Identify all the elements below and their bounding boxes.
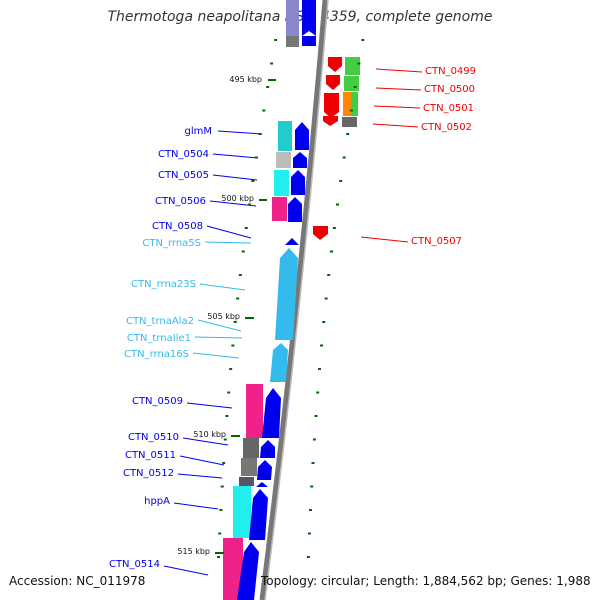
- map-title: Thermotoga neapolitana DSM 4359, complet…: [107, 9, 493, 25]
- gene-label-glmm: glmM: [185, 126, 213, 137]
- gene-label-ctn-0511: CTN_0511: [125, 450, 176, 461]
- gene-label-ctn-0508: CTN_0508: [152, 221, 203, 232]
- gene-label-ctn-trnaala2: CTN_trnaAla2: [126, 316, 194, 327]
- label-leader-ctn-trnaile1: [194, 336, 243, 339]
- kbp-label-505-kbp: 505 kbp: [207, 312, 240, 321]
- gene-label-ctn-0509: CTN_0509: [132, 396, 183, 407]
- gene-label-ctn-0502: CTN_0502: [421, 122, 472, 133]
- cog-gray-0504: [276, 152, 291, 168]
- kbp-ticks: 495 kbp 500 kbp 505 kbp 510 kbp 515 kbp: [177, 75, 276, 556]
- cog-green-0500: [344, 76, 359, 91]
- label-leader-glmm: [217, 130, 263, 135]
- tick-dots: [217, 39, 365, 558]
- label-leader-ctn-0502: [372, 123, 419, 128]
- label-leader-ctn-0514: [163, 565, 209, 576]
- reverse-gene-0502: [323, 116, 338, 126]
- gene-label-ctn-rrna5s: CTN_rrna5S: [142, 238, 201, 249]
- gene-label-ctn-0504: CTN_0504: [158, 149, 209, 160]
- forward-gene-top: [302, 0, 316, 46]
- gene-label-ctn-0506: CTN_0506: [155, 196, 206, 207]
- forward-gene-0509: [262, 388, 281, 438]
- label-leader-ctn-rrna16s: [192, 352, 240, 359]
- label-leader-ctn-0509: [186, 402, 233, 409]
- label-leader-ctn-0499: [375, 68, 423, 73]
- reverse-gene-0500: [326, 75, 340, 90]
- label-leader-ctn-rrna5s: [204, 241, 252, 244]
- label-leader-ctn-0511: [179, 455, 225, 466]
- label-leader-ctn-0501: [373, 105, 421, 109]
- forward-gene-glmM: [295, 122, 309, 150]
- genome-backbone: [259, 0, 328, 600]
- label-leader-ctn-0508: [206, 225, 252, 239]
- gene-label-ctn-0500: CTN_0500: [424, 84, 475, 95]
- label-leader-ctn-rrna23s: [199, 283, 246, 291]
- forward-gene-hppA: [249, 489, 268, 540]
- feature-labels: glmM CTN_0504 CTN_0505 CTN_0506 CTN_0508 CTN_…: [109, 66, 476, 576]
- forward-gene-0511: [257, 460, 272, 480]
- cog-green-0499: [345, 57, 360, 75]
- gene-label-hppa: hppA: [144, 496, 170, 507]
- forward-gene-0512: [256, 482, 268, 487]
- reverse-gene-0507: [313, 226, 328, 240]
- cog-magenta-0514: [223, 538, 243, 600]
- cog-bar-top-gray: [286, 36, 299, 47]
- cog-magenta-0509: [246, 384, 263, 438]
- rrna-16S: [270, 343, 288, 382]
- topology-text: Topology: circular; Length: 1,884,562 bp…: [261, 574, 591, 588]
- label-leader-ctn-0510: [182, 437, 229, 446]
- kbp-label-500-kbp: 500 kbp: [221, 194, 254, 203]
- genome-backbone-highlight: [264, 0, 329, 600]
- cog-slate-0512: [239, 477, 254, 486]
- reverse-gene-0499: [328, 57, 342, 72]
- kbp-label-495-kbp: 495 kbp: [229, 75, 262, 84]
- forward-gene-0505: [291, 170, 305, 195]
- forward-cog-bars: [223, 121, 292, 600]
- forward-gene-top-arrow: [302, 31, 316, 36]
- gene-label-ctn-0510: CTN_0510: [128, 432, 179, 443]
- kbp-label-510-kbp: 510 kbp: [193, 430, 226, 439]
- cog-magenta-0506: [272, 197, 287, 221]
- forward-genes: [237, 122, 309, 600]
- cog-gray-0511: [241, 458, 257, 476]
- gene-label-ctn-0512: CTN_0512: [123, 468, 174, 479]
- label-leader-hppa: [173, 502, 219, 510]
- label-leader-ctn-trnaala2: [197, 319, 242, 332]
- reverse-gene-0501: [324, 93, 339, 118]
- cog-cyan-hppA: [233, 486, 251, 538]
- accession-text: Accession: NC_011978: [9, 574, 146, 588]
- kbp-label-515-kbp: 515 kbp: [177, 547, 210, 556]
- gene-label-ctn-rrna16s: CTN_rrna16S: [124, 349, 189, 360]
- label-leader-ctn-0505: [212, 174, 258, 181]
- gene-label-ctn-trnaile1: CTN_trnaIle1: [127, 333, 191, 344]
- forward-gene-0504: [293, 152, 307, 168]
- cog-cyan-0505: [274, 170, 289, 196]
- gene-label-ctn-rrna23s: CTN_rrna23S: [131, 279, 196, 290]
- label-leader-ctn-0512: [177, 473, 223, 479]
- label-leader-ctn-0500: [375, 87, 422, 91]
- gene-label-ctn-0501: CTN_0501: [423, 103, 474, 114]
- gene-label-ctn-0499: CTN_0499: [425, 66, 476, 77]
- gene-label-ctn-0514: CTN_0514: [109, 559, 160, 570]
- forward-gene-0514: [237, 542, 259, 600]
- label-leader-ctn-0504: [212, 153, 259, 159]
- rrna-23S: [275, 248, 298, 340]
- forward-gene-0510: [260, 440, 275, 458]
- forward-gene-0508: [285, 238, 299, 245]
- cog-orange-0501: [343, 92, 351, 116]
- gene-label-ctn-0507: CTN_0507: [411, 236, 462, 247]
- label-leader-ctn-0507: [360, 236, 409, 243]
- cog-gray-0502: [342, 117, 357, 127]
- cog-green-0501: [351, 92, 358, 116]
- cog-bar-top: [286, 0, 299, 47]
- cog-cyan-glmM: [278, 121, 292, 151]
- forward-gene-0506: [288, 197, 302, 222]
- gene-label-ctn-0505: CTN_0505: [158, 170, 209, 181]
- cog-gray-0510: [243, 438, 259, 458]
